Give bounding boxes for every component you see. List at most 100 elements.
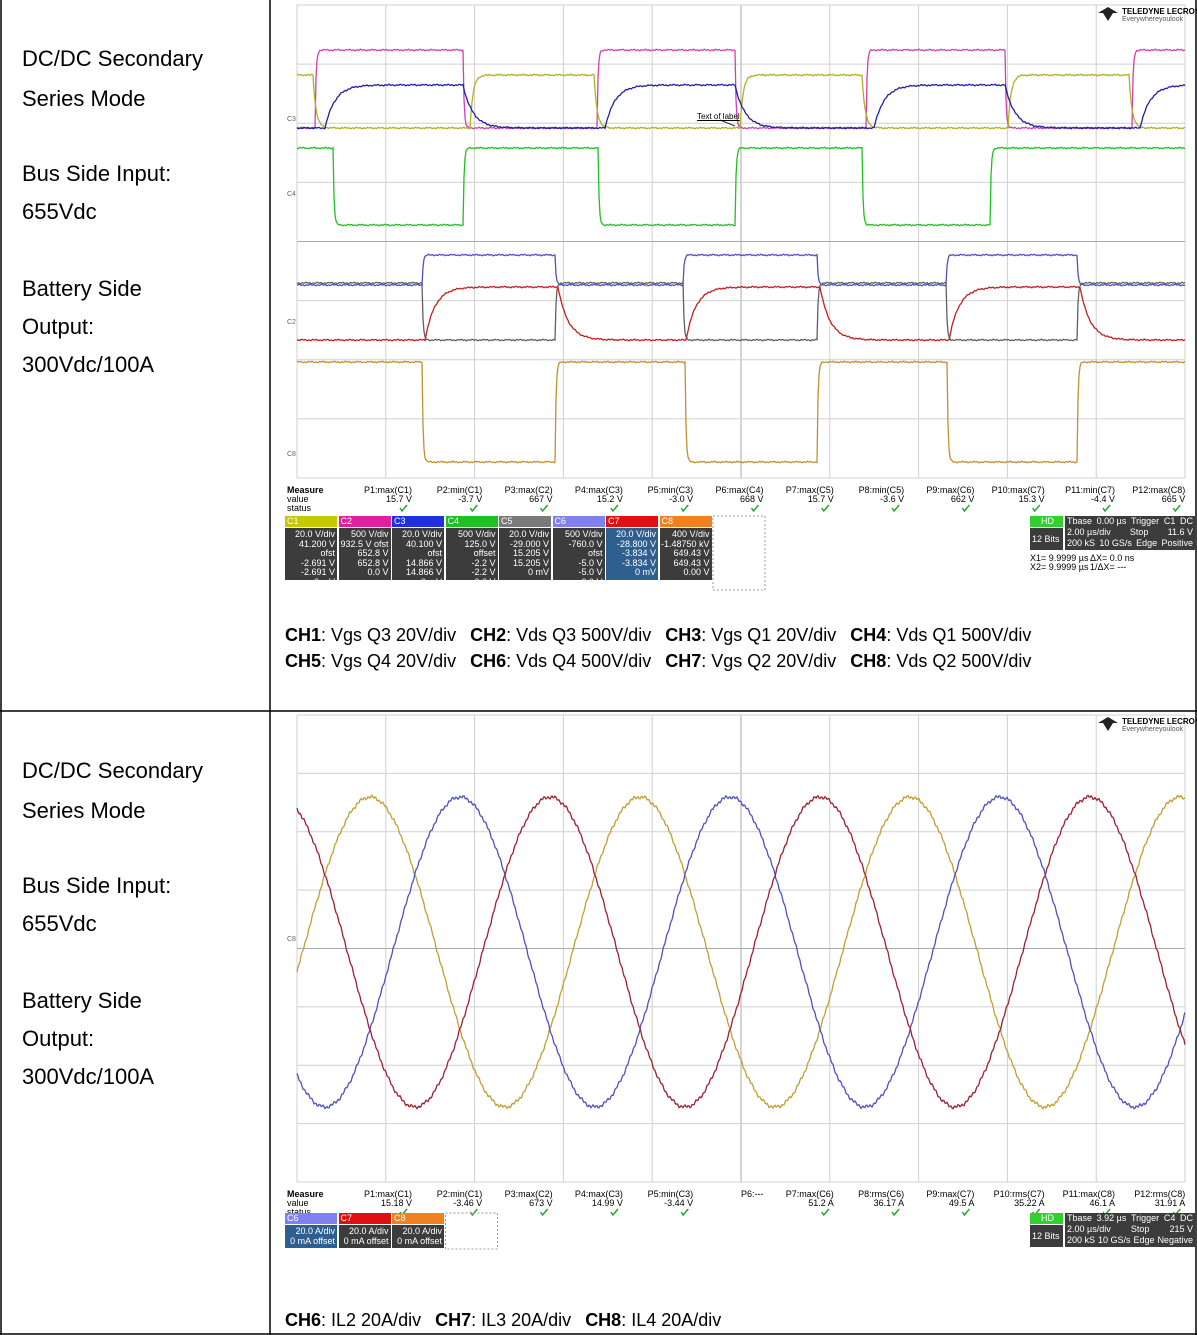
measure-value: 665 V [1115,495,1185,504]
timebase-text: C1 [1164,516,1176,527]
status-check [1103,505,1110,511]
caption-line: CH6: IL2 20A/div CH7: IL3 20A/div CH8: IL4… [285,1310,735,1331]
trace-label: C8 [287,450,296,459]
timebase-text: Tbase [1067,1213,1092,1224]
caption-item: CH7: IL3 20A/div [435,1310,571,1330]
channel-offset: 0 mA offset [392,1237,442,1247]
caption-text: : Vgs Q1 20V/div [701,625,836,645]
caption-channel: CH5 [285,651,321,671]
channel-reading: 0.00 V [660,568,710,578]
timebase-text: C4 [1164,1213,1176,1224]
measure-value: 673 V [483,1199,553,1208]
status-check [822,1209,829,1215]
brand-tagline: Everywhereyoulook [1122,15,1183,24]
caption-text: : Vds Q2 500V/div [886,651,1031,671]
caption-item: CH6: IL2 20A/div [285,1310,421,1330]
channel-header: C5 [499,516,551,527]
brand-tagline: Everywhereyoulook [1122,725,1183,734]
status-check [892,505,899,511]
channel-reading: 0 mV [392,578,442,588]
acq-mode: HD [1030,516,1063,527]
timebase-text: 10 GS/s [1099,538,1132,549]
timebase-text: 2.00 µs/div [1067,527,1111,538]
description-line: Output: [22,314,94,340]
status-check [611,1209,618,1215]
trace-label: C8 [287,935,296,944]
timebase-text: 10 GS/s [1098,1235,1131,1246]
timebase-text: Stop [1130,527,1149,538]
channel-header: C6 [285,1213,337,1224]
caption-item: CH8: Vds Q2 500V/div [850,651,1031,671]
channel-offset: 0 mA offset [339,1237,389,1247]
status-check [1033,505,1040,511]
status-check [752,505,759,511]
timebase-text: 11.6 V [1168,527,1193,538]
channel-body: 400 V/div-1.48750 kV649.43 V649.43 V0.00… [660,528,712,580]
status-check [822,505,829,511]
caption-text: : Vgs Q3 20V/div [321,625,456,645]
empty-channel-slot [446,1213,498,1249]
measure-value: 14.99 V [553,1199,623,1208]
measure-value: -3.7 V [412,495,482,504]
trace-label: C2 [287,318,296,327]
trace-label: C3 [287,115,296,124]
measure-value: 15.3 V [975,495,1045,504]
channel-body: 20.0 V/div-29.000 V15.205 V15.205 V0 mV [499,528,551,580]
caption-item: CH8: IL4 20A/div [585,1310,721,1330]
caption-channel: CH3 [665,625,701,645]
channel-header: C8 [660,516,712,527]
caption-item: CH3: Vgs Q1 20V/div [665,625,836,645]
caption-text: : IL2 20A/div [321,1310,421,1330]
timebase-text: Edge [1133,1235,1154,1246]
description-line: Battery Side [22,276,142,302]
status-check [962,505,969,511]
measure-value: 46.1 A [1045,1199,1115,1208]
channel-header: C3 [392,516,444,527]
timebase-text: Edge [1136,538,1157,549]
status-check [681,505,688,511]
description-line: DC/DC Secondary [22,758,203,784]
channel-body: 500 V/div-760.0 V ofst-5.0 V-5.0 V0.0 V [553,528,605,580]
measure-value: -4.4 V [1045,495,1115,504]
caption-item: CH1: Vgs Q3 20V/div [285,625,456,645]
description-line: DC/DC Secondary [22,46,203,72]
timebase-row: 2.00 µs/div Stop 11.6 V [1067,527,1193,538]
caption-text: : IL3 20A/div [471,1310,571,1330]
caption-text: : Vds Q3 500V/div [506,625,651,645]
channel-header: C8 [392,1213,444,1224]
measure-value: 15.18 V [342,1199,412,1208]
description-line: Battery Side [22,988,142,1014]
measure-value: 668 V [694,495,764,504]
channel-body: 20.0 A/div0 mA offset [339,1225,391,1248]
caption-item: CH4: Vds Q1 500V/div [850,625,1031,645]
timebase-row: Tbase3.92 µsTriggerC4DC [1067,1213,1193,1224]
channel-offset: 0 mA offset [285,1237,335,1247]
description-line: 300Vdc/100A [22,352,154,378]
caption-channel: CH2 [470,625,506,645]
caption-item: CH7: Vgs Q2 20V/div [665,651,836,671]
caption-channel: CH7 [435,1310,471,1330]
status-check [470,1209,477,1215]
measure-value: -3.0 V [623,495,693,504]
channel-body: 20.0 A/div0 mA offset [285,1225,337,1248]
caption-channel: CH7 [665,651,701,671]
timebase-text: 200 kS [1067,1235,1095,1246]
acq-mode: HD [1030,1213,1063,1224]
timebase-text: 0.00 µs [1097,516,1127,527]
description-line: Series Mode [22,86,146,112]
caption-text: : Vds Q4 500V/div [506,651,651,671]
channel-header: C7 [606,516,658,527]
description-line: 655Vdc [22,911,97,937]
channel-reading: 0 mV [606,568,656,578]
page: (() => { const data = JSON.parse(documen… [0,0,1197,1335]
status-check [400,505,407,511]
caption-item: CH2: Vds Q3 500V/div [470,625,651,645]
caption-text: : Vgs Q2 20V/div [701,651,836,671]
caption-text: : IL4 20A/div [621,1310,721,1330]
timebase-text: Positive [1161,538,1193,549]
caption-text: : Vds Q1 500V/div [886,625,1031,645]
caption-channel: CH8 [585,1310,621,1330]
status-check [892,1209,899,1215]
caption-channel: CH8 [850,651,886,671]
